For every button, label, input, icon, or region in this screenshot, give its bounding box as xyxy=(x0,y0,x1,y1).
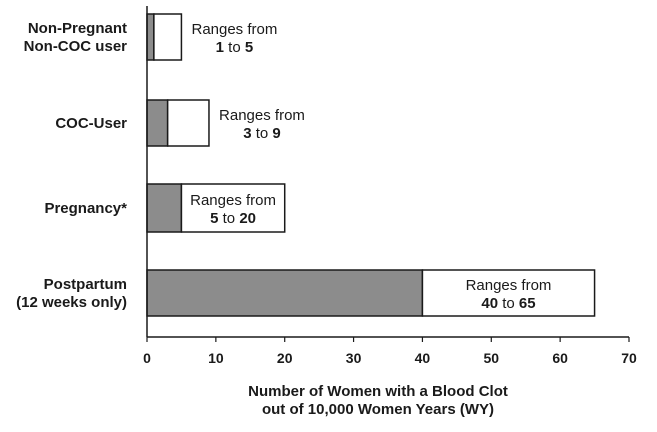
x-axis-label-line-0: Number of Women with a Blood Clot xyxy=(248,383,508,400)
axes-group xyxy=(146,6,629,338)
x-tick-label-7: 70 xyxy=(621,350,637,366)
x-tick-label-2: 20 xyxy=(277,350,293,366)
bar-low-1 xyxy=(146,99,169,147)
range-label-line2-0: 1 to 5 xyxy=(216,39,254,56)
x-tick-label-0: 0 xyxy=(143,350,151,366)
range-to-1: to xyxy=(252,125,273,142)
category-label-2-0: Pregnancy* xyxy=(44,200,127,217)
range-low-0: 1 xyxy=(216,39,224,56)
range-low-2: 5 xyxy=(210,210,218,227)
range-label-line2-3: 40 to 65 xyxy=(481,295,535,312)
category-label-0-1: Non-COC user xyxy=(24,38,128,55)
x-tick-label-1: 10 xyxy=(208,350,224,366)
range-label-line2-2: 5 to 20 xyxy=(210,210,256,227)
bar-low-2 xyxy=(146,183,183,233)
category-label-3-0: Postpartum xyxy=(44,276,127,293)
range-label-line1-2: Ranges from xyxy=(190,192,276,209)
range-label-line1-1: Ranges from xyxy=(219,107,305,124)
range-high-0: 5 xyxy=(245,39,253,56)
range-low-3: 40 xyxy=(481,295,498,312)
bars-group xyxy=(146,13,596,317)
x-tick-label-3: 30 xyxy=(346,350,362,366)
category-label-1-0: COC-User xyxy=(55,115,127,132)
range-label-line1-0: Ranges from xyxy=(191,21,277,38)
bar-low-0 xyxy=(146,13,155,61)
x-tick-label-6: 60 xyxy=(552,350,568,366)
range-high-3: 65 xyxy=(519,295,536,312)
range-high-2: 20 xyxy=(239,210,256,227)
category-label-0-0: Non-Pregnant xyxy=(28,20,127,37)
bar-range-2 xyxy=(180,183,286,233)
range-to-0: to xyxy=(224,39,245,56)
x-tick-label-4: 40 xyxy=(415,350,431,366)
bar-range-3 xyxy=(421,269,596,317)
range-low-1: 3 xyxy=(243,125,251,142)
range-to-2: to xyxy=(218,210,239,227)
ticks-group: 0 10 20 30 40 50 60 70 xyxy=(143,337,637,366)
bar-range-0 xyxy=(153,13,183,61)
range-label-line2-1: 3 to 9 xyxy=(243,125,281,142)
category-label-3-1: (12 weeks only) xyxy=(16,294,127,311)
bar-low-3 xyxy=(146,269,424,317)
range-to-3: to xyxy=(498,295,519,312)
range-high-1: 9 xyxy=(272,125,280,142)
x-tick-label-5: 50 xyxy=(483,350,499,366)
x-axis-label-line-1: out of 10,000 Women Years (WY) xyxy=(262,401,494,418)
bar-range-1 xyxy=(166,99,210,147)
range-label-line1-3: Ranges from xyxy=(466,277,552,294)
